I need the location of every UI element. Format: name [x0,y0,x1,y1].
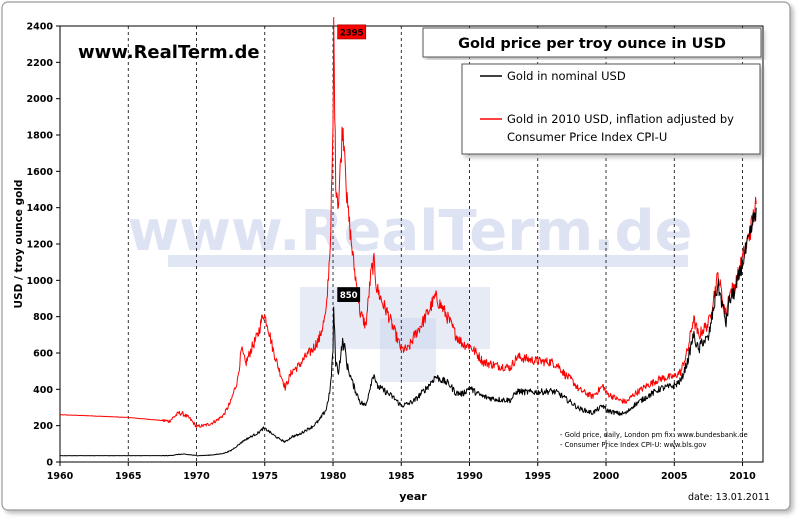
x-tick-label-1975: 1975 [252,471,278,482]
y-tick-label-1800: 1800 [27,131,54,142]
site-label: www.RealTerm.de [78,42,260,63]
title-box-frame [422,27,762,58]
y-tick-label-0: 0 [46,458,53,469]
x-tick-label-2005: 2005 [661,471,687,482]
legend-frame [461,63,761,155]
series-line-0 [60,207,757,457]
y-tick-label-800: 800 [33,312,53,323]
y-tick-label-2200: 2200 [27,58,54,69]
watermark-text: www.RealTerm.de [127,199,692,264]
series-lines [59,17,757,457]
date-label: date: 13.01.2011 [688,492,770,503]
x-tick-label-1990: 1990 [456,471,483,482]
series-line-1 [59,17,757,428]
x-tick-label-1995: 1995 [525,471,551,482]
chart-title: Gold price per troy ounce in USD [458,36,726,52]
y-tick-label-600: 600 [33,349,53,360]
annotation-box-1 [337,287,361,302]
annotation-label-1: 850 [340,291,358,301]
y-tick-label-1600: 1600 [27,167,54,178]
legend: Gold in nominal USD Gold in 2010 USD, in… [461,63,761,155]
legend-label-nominal: Gold in nominal USD [507,69,626,83]
x-tick-label-1960: 1960 [47,471,74,482]
y-tick-label-1000: 1000 [27,276,54,287]
y-tick-label-400: 400 [33,385,53,396]
legend-label-real-line1: Gold in 2010 USD, inflation adjusted by [507,112,734,126]
y-tick-label-1400: 1400 [27,203,54,214]
x-tick-label-1970: 1970 [183,471,210,482]
x-tick-label-1985: 1985 [388,471,414,482]
x-tick-label-1980: 1980 [320,471,347,482]
y-tick-label-2400: 2400 [27,22,54,33]
watermark: www.RealTerm.de [127,199,693,382]
legend-label-real-line2: Consumer Price Index CPI-U [507,130,667,144]
y-tick-label-1200: 1200 [27,240,54,251]
legend-label-real: Gold in 2010 USD, inflation adjusted by … [507,112,738,144]
y-tick-label-200: 200 [33,421,53,432]
footnote: - Gold price, daily, London pm fix: www.… [560,431,748,449]
footnote-line-2: - Consumer Price Index CPI-U: www.bls.go… [560,441,706,449]
title-box: Gold price per troy ounce in USD [422,27,762,58]
annotation-label-0: 2395 [340,28,364,38]
x-tick-label-2000: 2000 [593,471,620,482]
annotations: 2395 850 [337,24,367,302]
watermark-bar [168,255,688,267]
y-axis: 0 200 400 600 800 1000 1200 1400 1600 1800 2000 220… [27,22,60,469]
y-tick-label-2000: 2000 [27,94,54,105]
x-axis-label: year [399,490,427,503]
watermark-block-2 [380,318,436,382]
annotation-box-0 [337,24,367,40]
x-tick-label-2010: 2010 [729,471,756,482]
y-axis-label: USD / troy ounce gold [13,180,25,309]
x-tick-label-1965: 1965 [115,471,141,482]
footnote-line-1: - Gold price, daily, London pm fix: www.… [560,431,748,439]
x-axis: 1960 1965 1970 1975 1980 1985 1990 1995 2000 2005… [47,462,756,482]
